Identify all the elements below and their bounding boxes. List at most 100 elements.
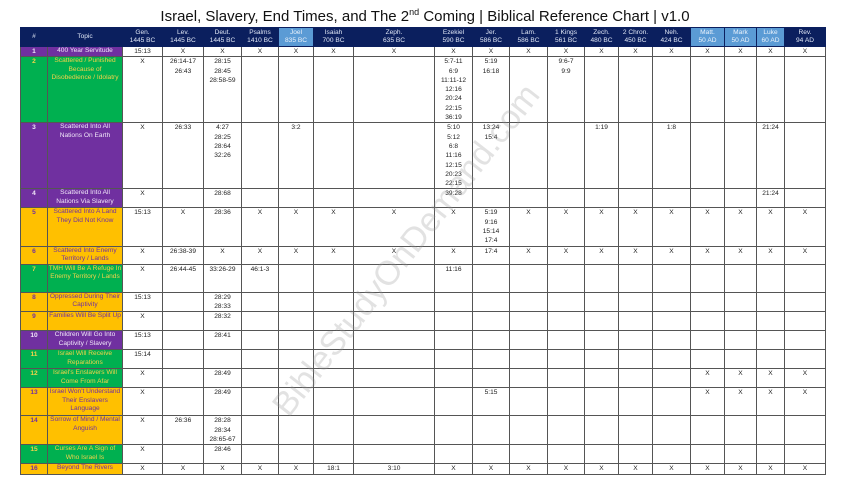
reference-cell: X [313, 245, 354, 265]
column-date: 590 BC [442, 37, 465, 44]
reference-cell: 26:36 [162, 415, 204, 446]
reference-cell [584, 444, 619, 465]
reference-cell [509, 444, 548, 465]
reference-cell [313, 122, 354, 190]
row-topic: TMH Will Be A Refuge In Enemy Territory … [47, 263, 123, 293]
column-book: Jer. [485, 29, 497, 36]
row-topic: Oppressed During Their Captivity [47, 291, 123, 313]
reference-cell [353, 349, 435, 370]
row-number: 15 [20, 444, 48, 465]
table-row: 3 Scattered Into All Nations On Earth X 26:… [20, 122, 826, 190]
reference-cell [203, 349, 242, 370]
reference-cell: X [122, 463, 163, 475]
reference-cell: X [353, 245, 435, 265]
reference-cell [584, 188, 619, 209]
reference-cell [652, 444, 691, 465]
reference-cell: X [618, 463, 653, 475]
column-book: Ezekiel [442, 29, 465, 36]
reference-cell [278, 263, 314, 293]
reference-cell [652, 263, 691, 293]
reference-cell [434, 349, 473, 370]
reference-cell: 28:49 [203, 387, 242, 417]
reference-cell: X [509, 463, 548, 475]
reference-cell: 5:19 16:18 [472, 56, 510, 124]
reference-cell [509, 330, 548, 351]
reference-cell [353, 56, 435, 124]
reference-cell [690, 330, 725, 351]
row-topic: Scattered / Punished Because of Disobedi… [47, 56, 123, 124]
reference-cell: 1:19 [584, 122, 619, 190]
reference-cell [434, 368, 473, 389]
column-date: 1445 BC [170, 37, 196, 44]
reference-cell: X [547, 463, 585, 475]
reference-cell [241, 415, 279, 446]
column-book: Lev. [177, 29, 189, 36]
reference-cell: 5:15 [472, 387, 510, 417]
column-book: Mark [733, 29, 748, 36]
column-header: Lam. 586 BC [509, 27, 548, 47]
reference-cell: X [756, 245, 785, 265]
column-header: Joel 835 BC [278, 27, 314, 47]
reference-cell: X [122, 245, 163, 265]
reference-cell [547, 311, 585, 332]
reference-cell: X [690, 45, 725, 58]
table-row: 8 Oppressed During Their Captivity 15:13 28… [20, 291, 826, 313]
row-number: 12 [20, 368, 48, 389]
reference-cell [784, 122, 826, 190]
reference-cell: X [278, 463, 314, 475]
reference-cell: 26:33 [162, 122, 204, 190]
table-row: 15 Curses Are A Sign of Who Israel Is X 28:… [20, 444, 826, 465]
reference-cell [784, 291, 826, 313]
column-header: # [20, 27, 48, 47]
reference-cell: X [122, 444, 163, 465]
reference-cell [584, 387, 619, 417]
table-row: 5 Scattered Into A Land They Did Not Know… [20, 207, 826, 247]
reference-cell [509, 311, 548, 332]
row-topic: Israel's Enslavers Will Come From Afar [47, 368, 123, 389]
column-header: Isaiah 700 BC [313, 27, 354, 47]
title-rest: Coming | Biblical Reference Chart | v1.0 [419, 8, 690, 25]
reference-cell [313, 56, 354, 124]
reference-cell [434, 291, 473, 313]
reference-cell [162, 387, 204, 417]
reference-cell [756, 444, 785, 465]
row-number: 3 [20, 122, 48, 190]
reference-cell: X [584, 245, 619, 265]
table-row: 10 Children Will Go Into Captivity / Slav… [20, 330, 826, 351]
reference-cell: X [241, 245, 279, 265]
reference-cell: 28:49 [203, 368, 242, 389]
reference-cell [584, 415, 619, 446]
reference-cell: 28:29 28:33 [203, 291, 242, 313]
reference-cell [724, 122, 757, 190]
column-header: Lev. 1445 BC [162, 27, 204, 47]
reference-cell [724, 188, 757, 209]
reference-cell [472, 291, 510, 313]
reference-cell: X [547, 45, 585, 58]
reference-cell [353, 188, 435, 209]
reference-cell: X [690, 387, 725, 417]
table-row: 16 Beyond The Rivers X X X X X 18:1 3:10 X X X X X X X X… [20, 463, 826, 475]
reference-cell [547, 368, 585, 389]
reference-cell: X [618, 207, 653, 247]
reference-cell: X [509, 245, 548, 265]
reference-cell [278, 387, 314, 417]
reference-cell [724, 56, 757, 124]
reference-cell: X [434, 45, 473, 58]
reference-cell [241, 291, 279, 313]
reference-cell: 28:32 [203, 311, 242, 332]
reference-cell: X [724, 387, 757, 417]
reference-cell: X [690, 368, 725, 389]
reference-cell [353, 444, 435, 465]
reference-cell: X [618, 45, 653, 58]
reference-cell: 28:68 [203, 188, 242, 209]
reference-cell [472, 330, 510, 351]
reference-cell [584, 349, 619, 370]
reference-cell [509, 188, 548, 209]
reference-cell [584, 330, 619, 351]
reference-cell [724, 291, 757, 313]
reference-cell [313, 444, 354, 465]
column-book: Luke [763, 29, 778, 36]
reference-cell: X [434, 207, 473, 247]
reference-cell [652, 415, 691, 446]
reference-cell [472, 444, 510, 465]
